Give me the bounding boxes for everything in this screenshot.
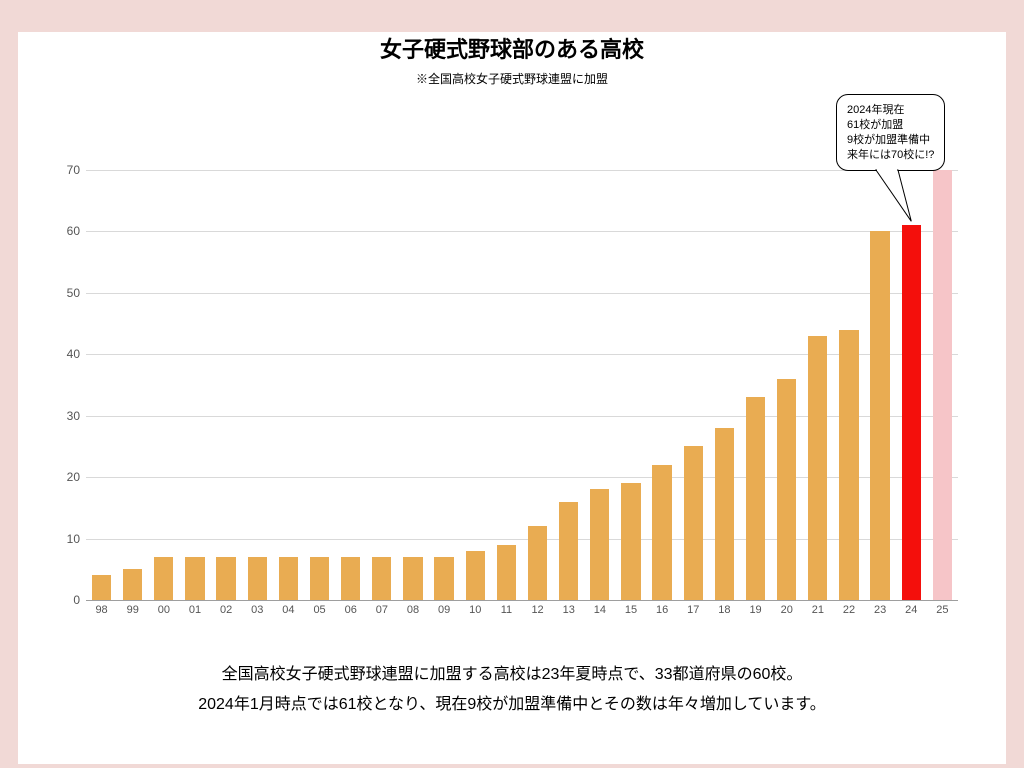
y-tick-label: 70 xyxy=(67,163,86,177)
bar-chart: 0102030405060709899000102030405060708091… xyxy=(86,170,958,600)
callout-line: 2024年現在 xyxy=(847,103,934,118)
gridline xyxy=(86,293,958,294)
bar xyxy=(248,557,267,600)
x-tick-label: 12 xyxy=(531,604,543,616)
x-tick-label: 10 xyxy=(469,604,481,616)
x-tick-label: 18 xyxy=(718,604,730,616)
bar xyxy=(870,231,889,600)
x-tick-label: 04 xyxy=(282,604,294,616)
bar xyxy=(528,526,547,600)
y-tick-label: 10 xyxy=(67,532,86,546)
x-tick-label: 00 xyxy=(158,604,170,616)
callout-bubble: 2024年現在61校が加盟9校が加盟準備中来年には70校に!? xyxy=(836,94,945,171)
x-tick-label: 13 xyxy=(563,604,575,616)
x-tick-label: 03 xyxy=(251,604,263,616)
bar xyxy=(154,557,173,600)
bar xyxy=(466,551,485,600)
x-tick-label: 02 xyxy=(220,604,232,616)
x-tick-label: 16 xyxy=(656,604,668,616)
outer-frame: 女子硬式野球部のある高校 ※全国高校女子硬式野球連盟に加盟 0102030405… xyxy=(0,0,1024,768)
caption-line-2: 2024年1月時点では61校となり、現在9校が加盟準備中とその数は年々増加してい… xyxy=(18,690,1006,720)
x-tick-label: 08 xyxy=(407,604,419,616)
bar xyxy=(652,465,671,600)
x-tick-label: 11 xyxy=(501,604,512,616)
bar xyxy=(933,170,952,600)
bar xyxy=(279,557,298,600)
x-tick-label: 22 xyxy=(843,604,855,616)
bar xyxy=(372,557,391,600)
x-tick-label: 24 xyxy=(905,604,917,616)
x-tick-label: 15 xyxy=(625,604,637,616)
y-tick-label: 30 xyxy=(67,409,86,423)
bar xyxy=(497,545,516,600)
bar xyxy=(746,397,765,600)
x-tick-label: 98 xyxy=(95,604,107,616)
y-tick-label: 0 xyxy=(73,593,86,607)
x-tick-label: 01 xyxy=(189,604,201,616)
x-tick-label: 23 xyxy=(874,604,886,616)
bar xyxy=(185,557,204,600)
bar xyxy=(123,569,142,600)
y-tick-label: 40 xyxy=(67,347,86,361)
x-tick-label: 99 xyxy=(127,604,139,616)
bar xyxy=(902,225,921,600)
x-tick-label: 05 xyxy=(313,604,325,616)
bar xyxy=(715,428,734,600)
bar xyxy=(808,336,827,600)
bar xyxy=(839,330,858,600)
bar xyxy=(403,557,422,600)
bar xyxy=(341,557,360,600)
chart-title: 女子硬式野球部のある高校 xyxy=(18,32,1006,64)
bar xyxy=(216,557,235,600)
x-tick-label: 20 xyxy=(781,604,793,616)
x-tick-label: 21 xyxy=(812,604,824,616)
bar xyxy=(559,502,578,600)
x-tick-label: 06 xyxy=(345,604,357,616)
callout-line: 61校が加盟 xyxy=(847,118,934,133)
plot-area: 0102030405060709899000102030405060708091… xyxy=(86,170,958,600)
x-tick-label: 17 xyxy=(687,604,699,616)
x-axis-line xyxy=(86,600,958,601)
x-tick-label: 07 xyxy=(376,604,388,616)
caption-line-1: 全国高校女子硬式野球連盟に加盟する高校は23年夏時点で、33都道府県の60校。 xyxy=(18,660,1006,690)
bar xyxy=(310,557,329,600)
bar xyxy=(621,483,640,600)
bar xyxy=(777,379,796,600)
gridline xyxy=(86,231,958,232)
x-tick-label: 19 xyxy=(749,604,761,616)
bar xyxy=(92,575,111,600)
x-tick-label: 25 xyxy=(936,604,948,616)
chart-subtitle: ※全国高校女子硬式野球連盟に加盟 xyxy=(18,70,1006,87)
caption-text: 全国高校女子硬式野球連盟に加盟する高校は23年夏時点で、33都道府県の60校。 … xyxy=(18,660,1006,721)
inner-panel: 女子硬式野球部のある高校 ※全国高校女子硬式野球連盟に加盟 0102030405… xyxy=(18,32,1006,764)
bar xyxy=(434,557,453,600)
callout-line: 来年には70校に!? xyxy=(847,148,934,163)
x-tick-label: 09 xyxy=(438,604,450,616)
y-tick-label: 60 xyxy=(67,224,86,238)
y-tick-label: 20 xyxy=(67,470,86,484)
y-tick-label: 50 xyxy=(67,286,86,300)
x-tick-label: 14 xyxy=(594,604,606,616)
callout-line: 9校が加盟準備中 xyxy=(847,133,934,148)
gridline xyxy=(86,170,958,171)
bar xyxy=(684,446,703,600)
bar xyxy=(590,489,609,600)
